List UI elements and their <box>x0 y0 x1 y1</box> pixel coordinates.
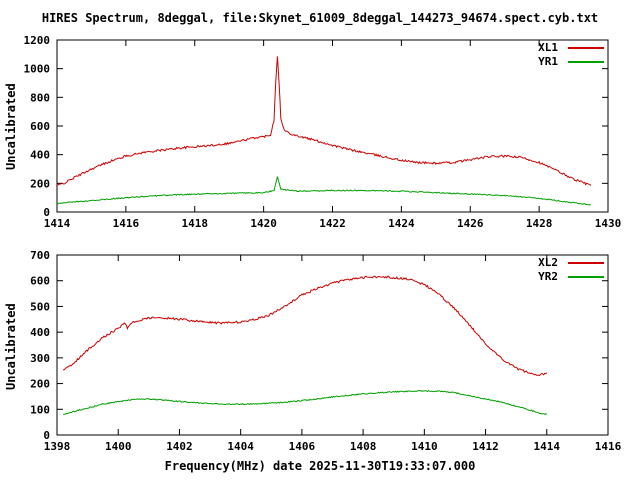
top-spectrum-plot: 1414 1416 1418 1420 1422 1424 1426 1428 1430 0 200… <box>24 34 622 230</box>
svg-text:1420: 1420 <box>250 217 277 230</box>
svg-text:600: 600 <box>30 120 50 133</box>
svg-text:1416: 1416 <box>595 440 622 453</box>
svg-text:1414: 1414 <box>534 440 561 453</box>
svg-text:500: 500 <box>30 300 50 313</box>
svg-text:100: 100 <box>30 403 50 416</box>
svg-text:1418: 1418 <box>182 217 209 230</box>
svg-text:400: 400 <box>30 326 50 339</box>
svg-text:300: 300 <box>30 352 50 365</box>
svg-text:1404: 1404 <box>227 440 254 453</box>
svg-text:1414: 1414 <box>44 217 71 230</box>
legend-top: XL1 YR1 <box>538 41 604 68</box>
svg-text:700: 700 <box>30 249 50 262</box>
svg-text:400: 400 <box>30 149 50 162</box>
svg-text:1200: 1200 <box>24 34 51 47</box>
svg-text:1416: 1416 <box>113 217 140 230</box>
legend-line-sample-yr1 <box>568 60 604 63</box>
svg-text:1430: 1430 <box>595 217 622 230</box>
legend-entry-xl2: XL2 <box>538 256 604 269</box>
svg-text:1426: 1426 <box>457 217 484 230</box>
legend-label-yr1: YR1 <box>538 55 558 68</box>
svg-text:200: 200 <box>30 177 50 190</box>
svg-text:200: 200 <box>30 378 50 391</box>
svg-text:1398: 1398 <box>44 440 71 453</box>
legend-entry-yr2: YR2 <box>538 270 604 283</box>
svg-text:1422: 1422 <box>319 217 346 230</box>
svg-text:1410: 1410 <box>411 440 438 453</box>
svg-text:1402: 1402 <box>166 440 193 453</box>
legend-entry-xl1: XL1 <box>538 41 604 54</box>
legend-entry-yr1: YR1 <box>538 55 604 68</box>
svg-text:1412: 1412 <box>472 440 499 453</box>
legend-label-xl1: XL1 <box>538 41 558 54</box>
legend-label-yr2: YR2 <box>538 270 558 283</box>
legend-line-sample-xl1 <box>568 46 604 49</box>
chart-title: HIRES Spectrum, 8deggal, file:Skynet_610… <box>41 11 599 25</box>
svg-text:800: 800 <box>30 91 50 104</box>
x-axis-label: Frequency(MHz) date 2025-11-30T19:33:07.… <box>164 459 476 473</box>
legend-line-sample-yr2 <box>568 275 604 278</box>
svg-text:1406: 1406 <box>289 440 316 453</box>
svg-text:1000: 1000 <box>24 63 51 76</box>
legend-bottom: XL2 YR2 <box>538 256 604 283</box>
y-axis-label-top: Uncalibrated <box>4 83 18 170</box>
svg-text:0: 0 <box>43 206 50 219</box>
legend-label-xl2: XL2 <box>538 256 558 269</box>
svg-text:1408: 1408 <box>350 440 377 453</box>
svg-text:0: 0 <box>43 429 50 442</box>
legend-line-sample-xl2 <box>568 261 604 264</box>
bottom-spectrum-plot: 1398 1400 1402 1404 1406 1408 1410 1412 1414 1416… <box>30 249 622 453</box>
svg-text:1428: 1428 <box>526 217 553 230</box>
y-axis-label-bottom: Uncalibrated <box>4 303 18 390</box>
svg-text:1400: 1400 <box>105 440 132 453</box>
svg-text:1424: 1424 <box>388 217 415 230</box>
svg-text:600: 600 <box>30 275 50 288</box>
